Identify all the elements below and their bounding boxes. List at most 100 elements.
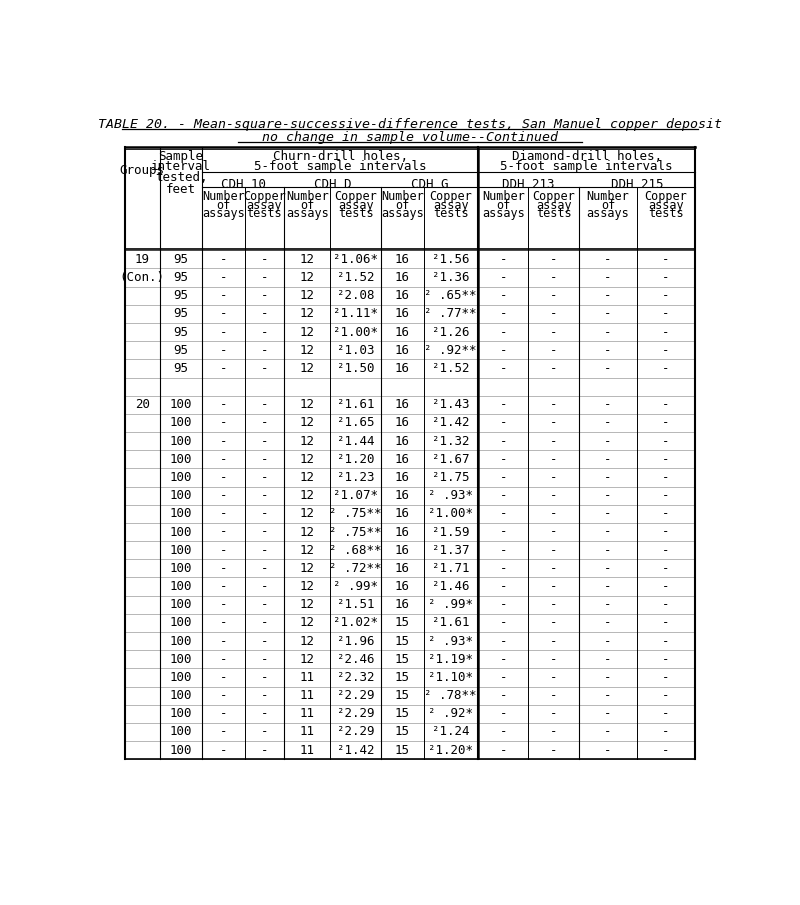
Text: -: -: [604, 508, 612, 520]
Text: -: -: [261, 653, 268, 666]
Text: -: -: [550, 634, 558, 648]
Text: -: -: [499, 580, 507, 593]
Text: 12: 12: [300, 362, 314, 375]
Text: -: -: [662, 416, 670, 430]
Text: 16: 16: [394, 580, 410, 593]
Text: ²1.42: ²1.42: [432, 416, 470, 430]
Text: tests: tests: [246, 207, 282, 220]
Text: -: -: [550, 471, 558, 484]
Text: 95: 95: [174, 362, 189, 375]
Text: -: -: [261, 308, 268, 320]
Text: -: -: [604, 580, 612, 593]
Text: -: -: [499, 452, 507, 466]
Text: 100: 100: [170, 653, 192, 666]
Text: -: -: [499, 508, 507, 520]
Text: 100: 100: [170, 671, 192, 684]
Text: ²1.96: ²1.96: [337, 634, 374, 648]
Text: -: -: [499, 326, 507, 338]
Text: 12: 12: [300, 616, 314, 629]
Text: -: -: [662, 508, 670, 520]
Text: 16: 16: [394, 290, 410, 302]
Text: -: -: [662, 544, 670, 557]
Text: -: -: [604, 490, 612, 502]
Text: ²1.42: ²1.42: [337, 744, 374, 757]
Text: assay: assay: [246, 199, 282, 212]
Text: ²1.20*: ²1.20*: [428, 744, 474, 757]
Text: 11: 11: [300, 671, 314, 684]
Text: ²1.65: ²1.65: [337, 416, 374, 430]
Text: -: -: [550, 434, 558, 448]
Text: interval: interval: [151, 160, 211, 173]
Text: 15: 15: [394, 708, 410, 720]
Text: ²2.29: ²2.29: [337, 708, 374, 720]
Text: 11: 11: [300, 726, 314, 738]
Text: -: -: [220, 362, 227, 375]
Text: Copper: Copper: [532, 190, 575, 204]
Text: -: -: [261, 290, 268, 302]
Text: -: -: [662, 562, 670, 575]
Text: 15: 15: [394, 726, 410, 738]
Text: -: -: [604, 726, 612, 738]
Text: Groups: Groups: [120, 164, 165, 177]
Text: ² .93*: ² .93*: [428, 490, 474, 502]
Text: -: -: [499, 362, 507, 375]
Text: -: -: [662, 326, 670, 338]
Text: ² .93*: ² .93*: [428, 634, 474, 648]
Text: ²1.24: ²1.24: [432, 726, 470, 738]
Text: -: -: [220, 416, 227, 430]
Text: -: -: [604, 562, 612, 575]
Text: -: -: [261, 726, 268, 738]
Text: -: -: [220, 580, 227, 593]
Text: -: -: [220, 452, 227, 466]
Text: 16: 16: [394, 344, 410, 357]
Text: TABLE 20. - Mean-square-successive-difference tests, San Manuel copper deposit: TABLE 20. - Mean-square-successive-diffe…: [98, 118, 722, 131]
Text: -: -: [220, 434, 227, 448]
Text: Number: Number: [202, 190, 245, 204]
Text: -: -: [604, 544, 612, 557]
Text: -: -: [220, 708, 227, 720]
Text: -: -: [499, 616, 507, 629]
Text: 12: 12: [300, 252, 314, 266]
Text: Copper: Copper: [243, 190, 286, 204]
Text: ²2.29: ²2.29: [337, 726, 374, 738]
Text: ²1.75: ²1.75: [432, 471, 470, 484]
Text: 95: 95: [174, 344, 189, 357]
Text: 12: 12: [300, 634, 314, 648]
Text: 16: 16: [394, 562, 410, 575]
Text: -: -: [662, 252, 670, 266]
Text: 16: 16: [394, 452, 410, 466]
Text: 20: 20: [134, 398, 150, 411]
Text: -: -: [261, 544, 268, 557]
Text: 100: 100: [170, 471, 192, 484]
Text: feet: feet: [166, 183, 196, 195]
Text: 12: 12: [300, 344, 314, 357]
Text: -: -: [604, 362, 612, 375]
Text: ²2.08: ²2.08: [337, 290, 374, 302]
Text: -: -: [220, 252, 227, 266]
Text: assays: assays: [202, 207, 245, 220]
Text: Number: Number: [482, 190, 525, 204]
Text: -: -: [261, 344, 268, 357]
Text: -: -: [499, 634, 507, 648]
Text: 100: 100: [170, 490, 192, 502]
Text: -: -: [220, 671, 227, 684]
Text: -: -: [499, 416, 507, 430]
Text: -: -: [550, 490, 558, 502]
Text: -: -: [550, 726, 558, 738]
Text: -: -: [662, 471, 670, 484]
Text: -: -: [261, 616, 268, 629]
Text: tested,: tested,: [155, 171, 207, 184]
Text: 15: 15: [394, 744, 410, 757]
Text: -: -: [550, 308, 558, 320]
Text: -: -: [662, 271, 670, 284]
Text: ²1.46: ²1.46: [432, 580, 470, 593]
Text: -: -: [604, 344, 612, 357]
Text: ²2.29: ²2.29: [337, 689, 374, 702]
Text: -: -: [662, 490, 670, 502]
Text: ²1.19*: ²1.19*: [428, 653, 474, 666]
Text: 100: 100: [170, 708, 192, 720]
Text: assays: assays: [586, 207, 630, 220]
Text: 12: 12: [300, 452, 314, 466]
Text: 12: 12: [300, 471, 314, 484]
Text: -: -: [550, 290, 558, 302]
